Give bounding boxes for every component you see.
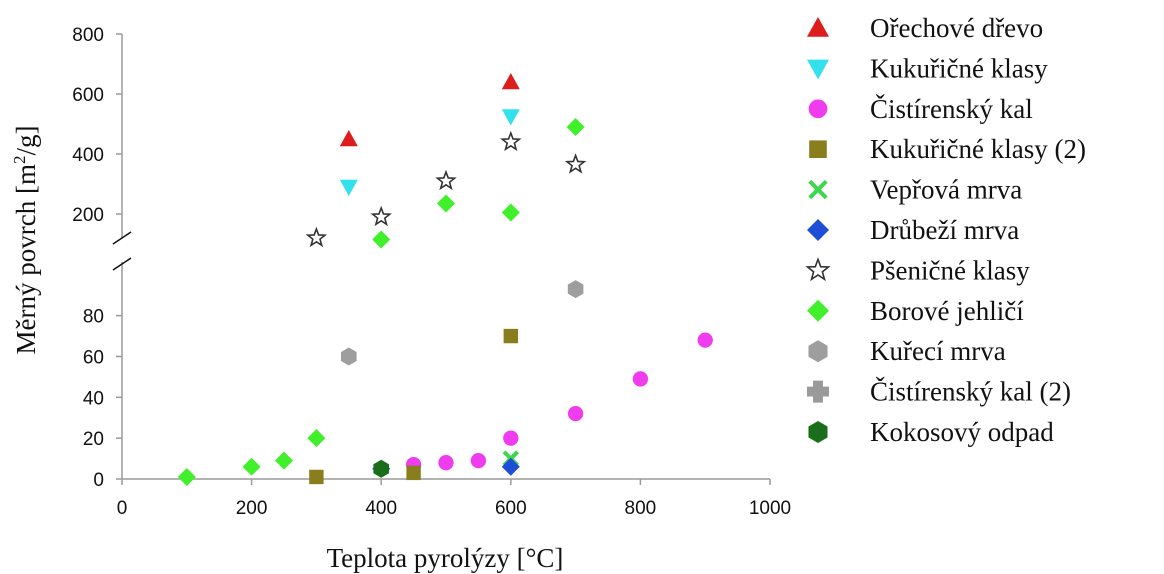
- data-point: [177, 467, 196, 486]
- legend-label: Kuřecí mrva: [870, 336, 1006, 366]
- data-point: [566, 118, 585, 136]
- data-point: [370, 205, 392, 227]
- legend-marker: [809, 140, 827, 158]
- data-point: [309, 469, 324, 485]
- y-tick-label: 600: [72, 85, 104, 106]
- legend-label: Kokosový odpad: [870, 417, 1054, 447]
- data-point: [372, 230, 391, 249]
- x-tick-label: 800: [625, 498, 657, 519]
- data-point: [406, 465, 421, 481]
- data-point: [339, 179, 358, 196]
- chart-legend: Ořechové dřevo Kukuřičné klasy Čistírenský…: [805, 13, 1086, 447]
- data-point: [305, 226, 328, 248]
- y-tick-label: 800: [72, 25, 104, 46]
- data-point: [697, 332, 713, 348]
- data-point: [501, 109, 520, 126]
- legend-marker: [807, 59, 829, 80]
- legend-marker: [808, 179, 828, 200]
- legend-marker: [807, 380, 829, 403]
- data-point: [373, 459, 389, 478]
- data-point: [501, 203, 520, 222]
- legend-marker: [808, 421, 828, 443]
- data-point: [275, 451, 293, 470]
- data-point: [503, 328, 518, 344]
- legend-label: Čistírenský kal: [870, 94, 1033, 124]
- data-point: [437, 194, 455, 213]
- data-point: [501, 73, 520, 90]
- x-tick-label: 600: [495, 498, 527, 519]
- x-tick-label: 0: [117, 498, 128, 519]
- legend-marker: [807, 17, 829, 37]
- x-tick-label: 200: [236, 498, 268, 519]
- x-axis-title: Teplota pyrolýzy [°C]: [327, 543, 564, 573]
- y-tick-label: 20: [83, 429, 104, 450]
- legend-marker: [807, 219, 829, 241]
- chart-axes: [112, 34, 770, 480]
- y-tick-label: 40: [83, 388, 104, 409]
- legend-label: Čistírenský kal (2): [870, 377, 1071, 407]
- axis-break-mark: [112, 231, 132, 245]
- data-point: [435, 169, 457, 191]
- axis-break-mark: [112, 257, 132, 271]
- x-tick-label: 1000: [749, 498, 791, 519]
- axis-ticks: 0 200 400 600 800 1000 0 20 40 60 80 200 400 600 800: [72, 25, 791, 519]
- data-point: [341, 347, 357, 366]
- data-point: [567, 280, 584, 299]
- legend-label: Vepřová mrva: [870, 175, 1022, 205]
- data-point: [567, 406, 584, 422]
- legend-label: Ořechové dřevo: [870, 13, 1043, 43]
- legend-marker: [808, 340, 828, 363]
- data-point: [242, 457, 261, 476]
- legend-label: Pšeničné klasy: [870, 255, 1030, 285]
- legend-label: Kukuřičné klasy (2): [870, 134, 1086, 164]
- data-point: [500, 130, 522, 152]
- data-points: [177, 73, 713, 486]
- data-point: [501, 457, 520, 476]
- x-tick-label: 400: [365, 498, 397, 519]
- legend-marker: [808, 99, 828, 119]
- legend-label: Borové jehličí: [870, 296, 1024, 326]
- data-point: [632, 371, 649, 387]
- legend-label: Drůbeží mrva: [870, 215, 1019, 245]
- y-tick-label: 400: [72, 145, 104, 166]
- legend-marker: [805, 257, 831, 282]
- data-point: [503, 430, 519, 446]
- data-point: [339, 130, 358, 147]
- legend-label: Kukuřičné klasy: [870, 53, 1048, 83]
- y-tick-label: 0: [93, 470, 104, 491]
- data-point: [470, 452, 487, 469]
- data-point: [438, 455, 454, 471]
- y-tick-label: 80: [83, 307, 104, 328]
- y-tick-label: 200: [72, 205, 104, 226]
- data-point: [564, 153, 587, 174]
- y-axis-title: Měrný povrch [m2/g]: [10, 126, 41, 355]
- data-point: [307, 429, 326, 448]
- legend-marker: [807, 299, 829, 322]
- y-tick-label: 60: [83, 347, 104, 368]
